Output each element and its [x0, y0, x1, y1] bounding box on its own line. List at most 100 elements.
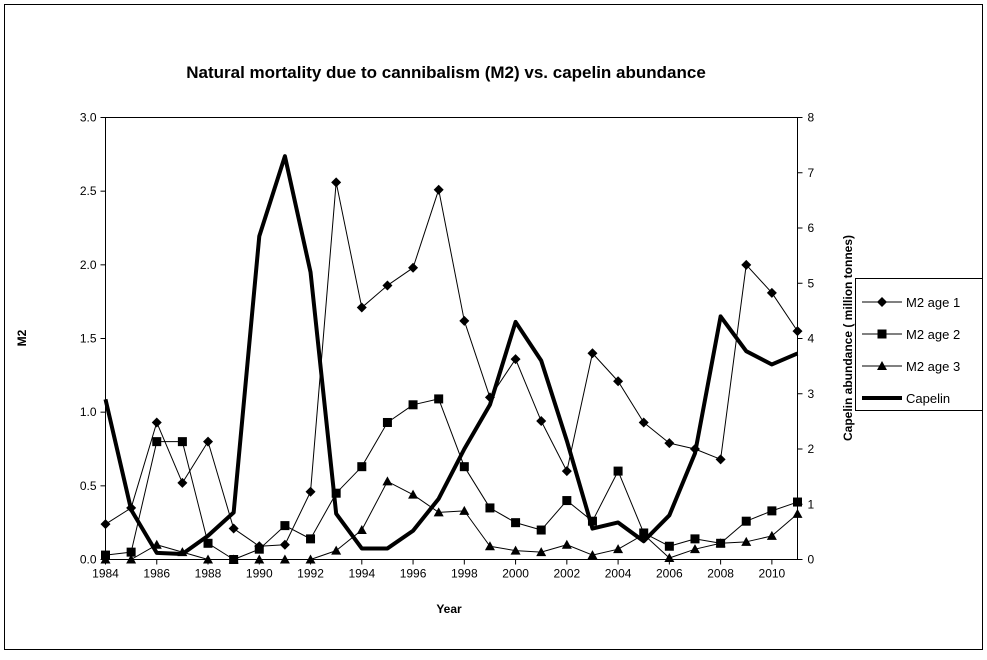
- point: [331, 177, 342, 188]
- point: [510, 354, 521, 365]
- point: [511, 518, 521, 528]
- point: [715, 538, 726, 548]
- point: [254, 554, 265, 564]
- point: [408, 400, 418, 410]
- point: [331, 488, 341, 498]
- point: [408, 262, 419, 273]
- chart-title: Natural mortality due to cannibalism (M2…: [186, 63, 706, 82]
- point: [356, 302, 367, 313]
- point: [356, 525, 367, 535]
- x-tick-label: 1994: [348, 567, 375, 581]
- y-tick-label: 0.5: [80, 479, 97, 493]
- point: [766, 287, 777, 298]
- y2-tick-label: 7: [808, 166, 815, 180]
- x-tick-label: 2010: [759, 567, 786, 581]
- point: [664, 553, 675, 563]
- y2-tick-label: 2: [808, 442, 815, 456]
- point: [331, 545, 342, 555]
- x-tick-label: 2006: [656, 567, 683, 581]
- point: [484, 541, 495, 551]
- point: [741, 516, 751, 526]
- x-tick-label: 1986: [143, 567, 170, 581]
- point: [689, 544, 700, 554]
- point: [561, 539, 572, 549]
- point: [126, 554, 137, 564]
- point: [254, 544, 264, 554]
- point: [664, 541, 674, 551]
- point: [100, 519, 111, 530]
- point: [587, 516, 597, 526]
- y-tick-label: 0.0: [80, 553, 97, 567]
- y-tick-label: 1.5: [80, 332, 97, 346]
- point: [638, 417, 649, 428]
- point: [562, 496, 572, 506]
- point: [766, 530, 777, 540]
- point: [305, 554, 316, 564]
- x-tick-label: 1984: [92, 567, 119, 581]
- series-line: [105, 398, 798, 560]
- chart-border: [4, 4, 983, 650]
- point: [459, 505, 470, 515]
- point: [203, 554, 214, 564]
- point: [203, 436, 214, 447]
- point: [613, 376, 624, 387]
- point: [613, 544, 624, 554]
- y2-tick-label: 6: [808, 221, 815, 235]
- point: [152, 437, 162, 447]
- series-line: [105, 181, 798, 547]
- legend-marker: [877, 361, 887, 370]
- x-tick-label: 2008: [707, 567, 734, 581]
- point: [793, 497, 802, 507]
- point: [382, 417, 392, 427]
- point: [279, 539, 290, 550]
- y-tick-label: 2.5: [80, 184, 97, 198]
- legend-label: M2 age 2: [906, 327, 960, 342]
- point: [280, 521, 290, 531]
- point: [587, 348, 598, 359]
- point: [203, 538, 213, 548]
- legend-label: M2 age 3: [906, 359, 960, 374]
- legend-marker: [877, 329, 887, 339]
- series-line: [105, 480, 798, 560]
- y2-tick-label: 1: [808, 497, 815, 511]
- point: [510, 545, 521, 555]
- point: [100, 554, 111, 564]
- point: [459, 462, 469, 472]
- point: [536, 416, 547, 427]
- point: [536, 547, 547, 557]
- point: [408, 489, 419, 499]
- y2-tick-label: 4: [808, 332, 815, 346]
- x-axis-label: Year: [436, 602, 462, 616]
- point: [767, 506, 777, 516]
- point: [357, 462, 367, 472]
- point: [151, 417, 162, 428]
- x-tick-label: 2000: [502, 567, 529, 581]
- y2-axis-label: Capelin abundance ( million tonnes): [841, 235, 855, 441]
- x-tick-label: 1998: [451, 567, 478, 581]
- point: [433, 507, 444, 517]
- legend-label: M2 age 1: [906, 295, 960, 310]
- point: [177, 477, 188, 488]
- point: [664, 438, 675, 449]
- point: [228, 523, 239, 534]
- point: [792, 326, 803, 337]
- point: [459, 315, 470, 326]
- point: [561, 466, 572, 477]
- y2-tick-label: 0: [808, 553, 815, 567]
- y-tick-label: 1.0: [80, 405, 97, 419]
- point: [126, 547, 136, 557]
- point: [306, 534, 316, 544]
- point: [382, 280, 393, 291]
- legend-label: Capelin: [906, 391, 950, 406]
- y-tick-label: 2.0: [80, 258, 97, 272]
- point: [715, 454, 726, 465]
- y2-tick-label: 3: [808, 387, 815, 401]
- point: [792, 508, 803, 518]
- legend-marker: [877, 297, 887, 307]
- point: [613, 466, 623, 476]
- point: [382, 476, 393, 486]
- y2-tick-label: 8: [808, 111, 815, 125]
- x-tick-label: 1992: [297, 567, 324, 581]
- x-tick-label: 2004: [605, 567, 632, 581]
